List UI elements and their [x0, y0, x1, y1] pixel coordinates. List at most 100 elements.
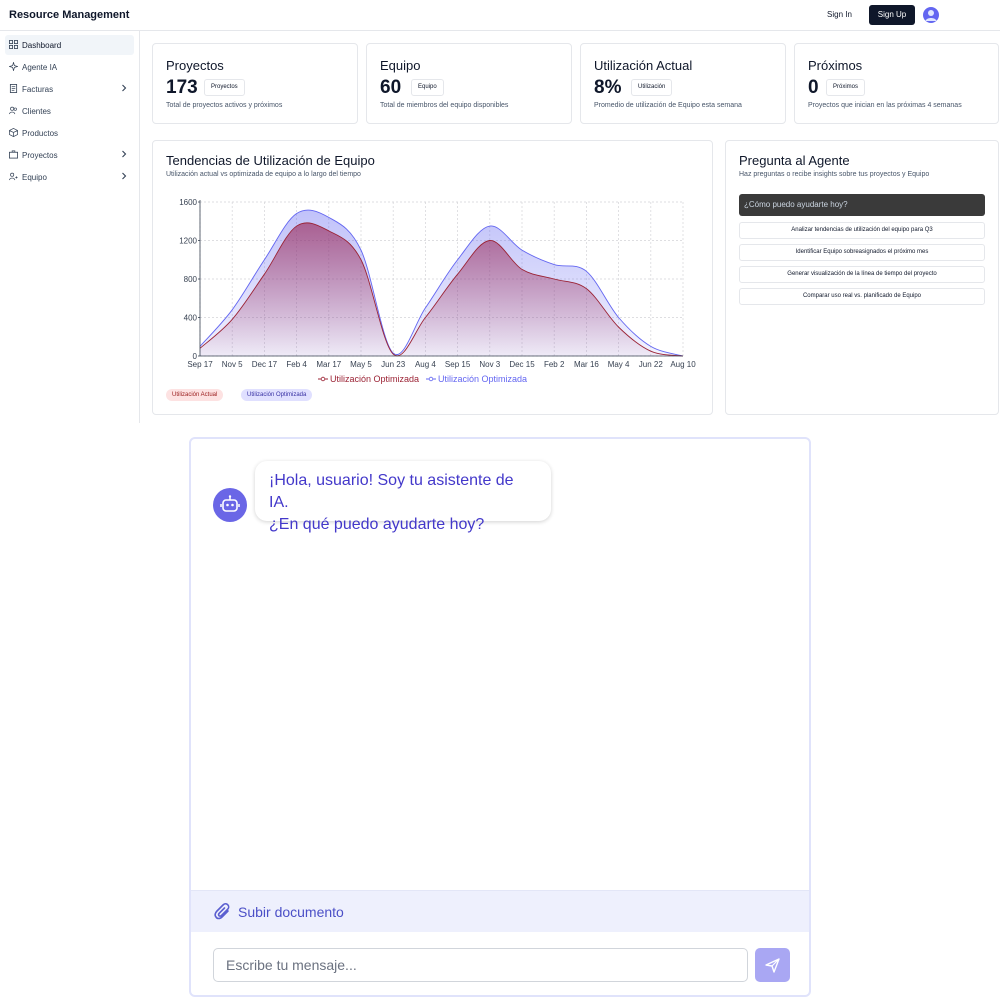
user-icon: [925, 10, 937, 21]
x-tick-label: Jun 22: [639, 360, 664, 369]
chevron-right-icon: [122, 172, 127, 180]
stat-value: 173: [166, 77, 198, 98]
chart-subtitle: Utilización actual vs optimizada de equi…: [166, 171, 361, 178]
agent-question-input[interactable]: ¿Cómo puedo ayudarte hoy?: [739, 194, 985, 216]
sidebar-item-label: Productos: [22, 129, 59, 138]
briefcase-icon: [9, 150, 18, 159]
x-tick-label: Nov 3: [479, 360, 500, 369]
sign-in-link[interactable]: Sign In: [827, 10, 852, 19]
ask-agent-card: Pregunta al Agente Haz preguntas o recib…: [725, 140, 999, 415]
x-tick-label: May 5: [350, 360, 372, 369]
user-group-icon: [9, 172, 18, 181]
stat-card-equipo: Equipo 60 Equipo Total de miembros del e…: [366, 43, 572, 124]
x-tick-label: Feb 4: [286, 360, 307, 369]
sidebar-item-proyectos[interactable]: Proyectos: [5, 145, 134, 165]
legend-label: Utilización Optimizada: [438, 374, 527, 384]
legend-label: Utilización Optimizada: [330, 374, 419, 384]
stat-description: Proyectos que inician en las próximas 4 …: [808, 102, 962, 109]
assistant-message: ¡Hola, usuario! Soy tu asistente de IA. …: [255, 461, 551, 533]
stat-card-utilizacion: Utilización Actual 8% Utilización Promed…: [580, 43, 786, 124]
x-tick-label: Sep 15: [445, 360, 471, 369]
stat-title: Proyectos: [166, 58, 224, 73]
stat-description: Total de proyectos activos y próximos: [166, 102, 283, 109]
sidebar-item-facturas[interactable]: Facturas: [5, 79, 134, 99]
utilization-chart: 0 400 800 1200 1600 Sep 17 Nov 5 Dec 17 Feb 4 Mar…: [179, 198, 696, 384]
send-button[interactable]: [755, 948, 790, 982]
agent-title: Pregunta al Agente: [739, 153, 850, 168]
sidebar-item-clientes[interactable]: Clientes: [5, 101, 134, 121]
stat-title: Próximos: [808, 58, 863, 73]
stat-description: Total de miembros del equipo disponibles: [380, 102, 509, 109]
y-tick-label: 0: [193, 352, 198, 361]
paperclip-icon: [214, 903, 230, 920]
legend-chip-actual: Utilización Actual: [166, 389, 224, 401]
legend-item: Utilización Optimizada: [318, 374, 419, 384]
upload-document-bar[interactable]: Subir documento: [191, 890, 809, 932]
stat-badge: Equipo: [411, 79, 444, 96]
suggestion-button[interactable]: Comparar uso real vs. planificado de Equ…: [739, 288, 985, 305]
utilization-chart-card: Tendencias de Utilización de Equipo Util…: [152, 140, 713, 415]
user-avatar[interactable]: [923, 7, 939, 23]
sparkle-icon: [9, 62, 18, 71]
upload-document-label: Subir documento: [238, 904, 344, 920]
x-tick-label: Sep 17: [187, 360, 213, 369]
x-tick-label: Feb 2: [544, 360, 565, 369]
box-icon: [9, 128, 18, 137]
stat-badge: Próximos: [826, 79, 866, 96]
sidebar: Dashboard Agente IA Facturas Clientes Pr…: [0, 31, 140, 423]
x-tick-label: Jun 23: [381, 360, 406, 369]
stat-badge: Utilización: [631, 79, 673, 96]
chevron-right-icon: [122, 150, 127, 158]
stat-card-proximos: Próximos 0 Próximos Proyectos que inicia…: [794, 43, 999, 124]
greeting-line-1: ¡Hola, usuario! Soy tu asistente de IA.: [269, 472, 514, 511]
stat-description: Promedio de utilización de Equipo esta s…: [594, 102, 742, 109]
robot-icon: [220, 495, 240, 512]
y-tick-label: 400: [184, 314, 198, 323]
sidebar-item-label: Proyectos: [22, 151, 58, 160]
stat-title: Utilización Actual: [594, 58, 693, 73]
sidebar-item-label: Dashboard: [22, 41, 62, 50]
x-tick-label: Aug 10: [670, 360, 696, 369]
x-tick-label: Dec 15: [509, 360, 535, 369]
series-line-0: [199, 222, 684, 357]
sidebar-item-label: Clientes: [22, 107, 51, 116]
message-input[interactable]: [213, 948, 748, 982]
legend-marker: [428, 376, 434, 382]
y-tick-label: 1200: [179, 237, 197, 246]
series-area-0: [200, 222, 683, 356]
chevron-right-icon: [122, 84, 127, 92]
y-tick-label: 1600: [179, 198, 197, 207]
sidebar-item-label: Equipo: [22, 173, 47, 182]
receipt-icon: [9, 84, 18, 93]
sign-up-button[interactable]: Sign Up: [869, 5, 915, 25]
sidebar-item-agente-ia[interactable]: Agente IA: [5, 57, 134, 77]
sidebar-item-equipo[interactable]: Equipo: [5, 167, 134, 187]
top-bar: Resource Management Sign In Sign Up: [0, 0, 1000, 31]
sidebar-item-label: Facturas: [22, 85, 54, 94]
grid-icon: [9, 40, 18, 49]
stat-value: 0: [808, 77, 819, 98]
bot-avatar: [213, 488, 247, 522]
suggestion-button[interactable]: Identificar Equipo sobreasignados el pró…: [739, 244, 985, 261]
chart-title: Tendencias de Utilización de Equipo: [166, 153, 375, 168]
x-tick-label: Nov 5: [222, 360, 243, 369]
stat-title: Equipo: [380, 58, 421, 73]
x-tick-label: Mar 16: [574, 360, 599, 369]
send-icon: [765, 958, 780, 973]
x-tick-label: Mar 17: [316, 360, 341, 369]
legend-chip-optimizada: Utilización Optimizada: [241, 389, 313, 401]
sidebar-item-label: Agente IA: [22, 63, 58, 72]
x-tick-label: Aug 4: [415, 360, 436, 369]
stat-card-proyectos: Proyectos 173 Proyectos Total de proyect…: [152, 43, 358, 124]
x-tick-label: May 4: [608, 360, 630, 369]
sidebar-item-dashboard[interactable]: Dashboard: [5, 35, 134, 55]
series-line-1: [199, 209, 684, 357]
chat-window: ¡Hola, usuario! Soy tu asistente de IA. …: [189, 437, 811, 997]
users-icon: [9, 106, 17, 115]
x-tick-label: Dec 17: [252, 360, 278, 369]
app-title: Resource Management: [9, 9, 130, 21]
sidebar-item-productos[interactable]: Productos: [5, 123, 134, 143]
suggestion-button[interactable]: Generar visualización de la línea de tie…: [739, 266, 985, 283]
suggestion-button[interactable]: Analizar tendencias de utilización del e…: [739, 222, 985, 239]
legend-marker: [320, 376, 326, 382]
